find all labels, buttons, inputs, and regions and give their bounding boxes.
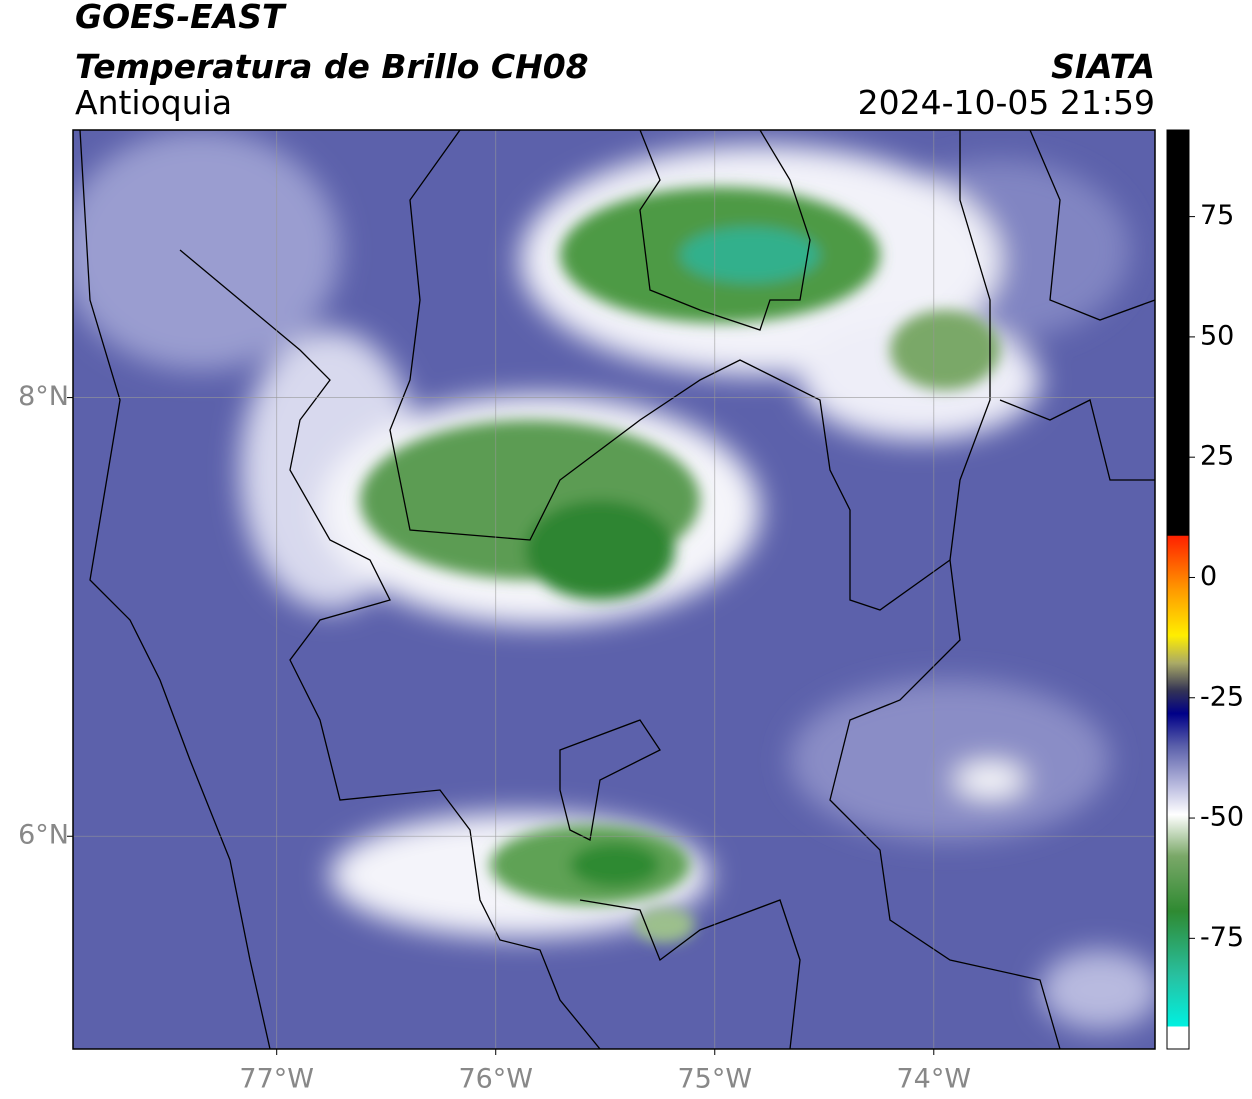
map-frame (72, 129, 1156, 1050)
colorbar-tick-label: 0 (1200, 561, 1217, 592)
colorbar-tick-label: -50 (1200, 802, 1244, 833)
colorbar-tick-label: 50 (1200, 320, 1234, 351)
colorbar-tick-label: 75 (1200, 200, 1234, 231)
title: GOES-EAST (75, 0, 287, 36)
x-tick-label: 76°W (458, 1064, 533, 1095)
source: SIATA (1051, 47, 1155, 86)
y-tick-label: 6°N (18, 820, 69, 851)
colorbar-tick-label: -25 (1200, 681, 1244, 712)
y-tick-label: 8°N (18, 381, 69, 412)
datetime: 2024-10-05 21:59 (858, 83, 1155, 122)
colorbar (1166, 129, 1190, 1050)
x-tick-label: 75°W (677, 1064, 752, 1095)
subtitle: Temperatura de Brillo CH08 (75, 47, 589, 86)
colorbar-tick-label: -75 (1200, 922, 1244, 953)
x-tick-label: 74°W (897, 1064, 972, 1095)
region: Antioquia (75, 83, 232, 122)
satellite-image (73, 130, 1155, 1049)
colorbar-tick-label: 25 (1200, 441, 1234, 472)
x-tick-label: 77°W (239, 1064, 314, 1095)
